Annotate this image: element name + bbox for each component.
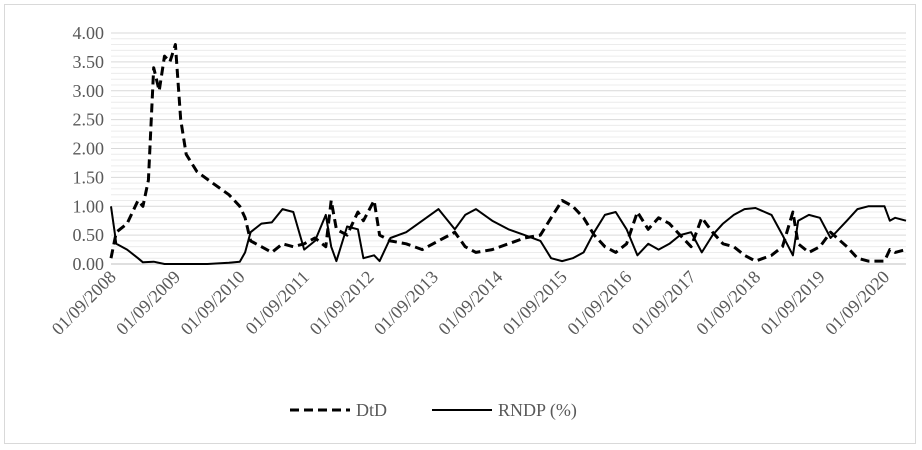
y-tick-label: 3.50 [73, 52, 105, 72]
x-tick-label: 01/09/2020 [821, 267, 893, 339]
y-tick-label: 3.00 [73, 81, 105, 101]
x-tick-label: 01/09/2008 [48, 267, 120, 339]
y-tick-label: 1.50 [73, 167, 105, 187]
x-tick-label: 01/09/2012 [306, 267, 378, 339]
x-tick-label: 01/09/2014 [434, 267, 506, 339]
x-tick-label: 01/09/2010 [177, 267, 249, 339]
legend-label-dtd: DtD [356, 400, 387, 420]
y-tick-label: 2.50 [73, 110, 105, 130]
x-tick-label: 01/09/2016 [563, 267, 635, 339]
x-tick-label: 01/09/2013 [370, 267, 442, 339]
y-tick-label: 4.00 [73, 23, 105, 43]
x-tick-label: 01/09/2017 [628, 267, 700, 339]
x-tick-label: 01/09/2019 [757, 267, 829, 339]
x-tick-label: 01/09/2015 [499, 267, 571, 339]
series-line-rndp [110, 205, 907, 265]
y-tick-label: 1.00 [73, 196, 105, 216]
legend-label-rndp: RNDP (%) [498, 400, 577, 421]
y-tick-label: 0.00 [73, 254, 105, 274]
x-tick-label: 01/09/2011 [241, 267, 313, 339]
x-tick-label: 01/09/2018 [692, 267, 764, 339]
series-line-dtd [109, 43, 907, 263]
y-tick-label: 0.50 [73, 225, 105, 245]
x-tick-label: 01/09/2009 [112, 267, 184, 339]
y-tick-label: 2.00 [73, 139, 105, 159]
